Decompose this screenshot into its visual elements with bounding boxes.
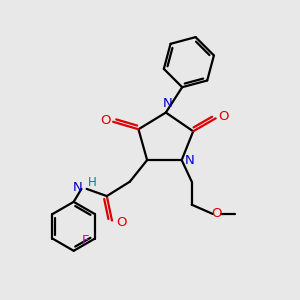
Text: N: N (162, 97, 172, 110)
Text: O: O (218, 110, 229, 123)
Text: O: O (116, 215, 127, 229)
Text: N: N (185, 154, 195, 167)
Text: O: O (100, 114, 111, 127)
Text: N: N (73, 181, 83, 194)
Text: O: O (211, 207, 221, 220)
Text: F: F (82, 233, 90, 247)
Text: H: H (88, 176, 97, 189)
